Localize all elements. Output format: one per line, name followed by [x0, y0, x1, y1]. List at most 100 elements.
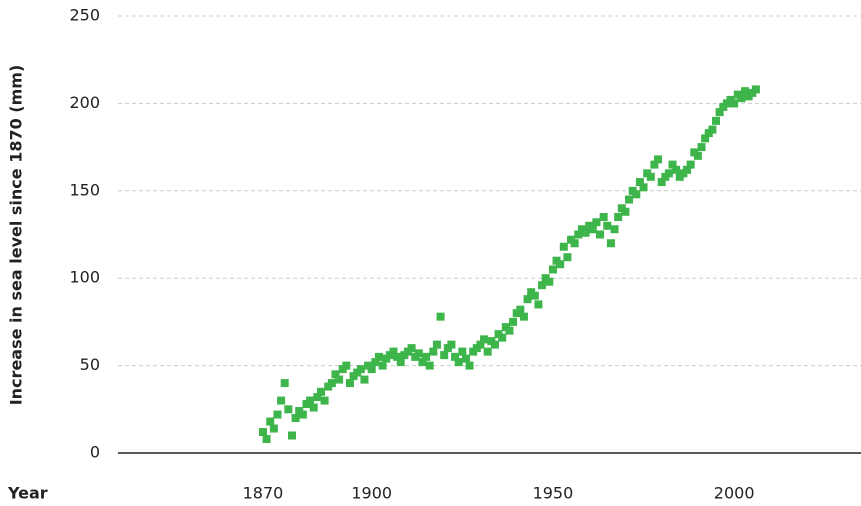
point	[534, 300, 543, 309]
point	[563, 253, 572, 262]
point	[266, 417, 275, 426]
point	[440, 351, 449, 360]
point	[697, 143, 706, 152]
point	[490, 340, 499, 349]
point	[378, 361, 387, 370]
point	[614, 213, 623, 222]
point	[538, 281, 547, 290]
point	[693, 151, 702, 160]
point	[447, 340, 456, 349]
point	[712, 116, 721, 125]
point	[635, 178, 644, 187]
point	[393, 352, 402, 361]
point	[599, 213, 608, 222]
point	[650, 160, 659, 169]
point	[581, 228, 590, 237]
x-tick-label: 1870	[243, 484, 284, 503]
point	[530, 291, 539, 300]
point	[458, 347, 467, 356]
point	[476, 340, 485, 349]
point	[751, 85, 760, 94]
point	[320, 396, 329, 405]
point	[715, 108, 724, 117]
point	[610, 225, 619, 234]
point	[592, 218, 601, 227]
x-tick-label: 1950	[533, 484, 574, 503]
point	[654, 155, 663, 164]
point	[556, 260, 565, 269]
point	[559, 242, 568, 251]
point	[269, 424, 278, 433]
point	[309, 403, 318, 412]
point	[331, 370, 340, 379]
point	[425, 361, 434, 370]
point	[708, 125, 717, 134]
y-tick-label: 250	[69, 6, 100, 25]
point	[683, 165, 692, 174]
point	[701, 134, 710, 143]
point	[574, 230, 583, 239]
point	[306, 396, 315, 405]
point	[483, 347, 492, 356]
point	[505, 326, 514, 335]
point	[389, 347, 398, 356]
point	[298, 410, 307, 419]
point	[646, 172, 655, 181]
point	[741, 87, 750, 96]
point	[418, 358, 427, 367]
point	[454, 358, 463, 367]
point	[313, 393, 322, 402]
y-tick-label: 50	[80, 355, 100, 374]
point	[480, 335, 489, 344]
point	[606, 239, 615, 248]
y-tick-label: 100	[69, 268, 100, 287]
point	[291, 414, 300, 423]
point	[596, 230, 605, 239]
point	[730, 99, 739, 108]
point	[280, 379, 289, 388]
point	[668, 160, 677, 169]
point	[429, 347, 438, 356]
point	[287, 431, 296, 440]
point	[396, 358, 405, 367]
x-tick-label: 1900	[351, 484, 392, 503]
point	[465, 361, 474, 370]
point	[498, 333, 507, 342]
point	[414, 349, 423, 358]
point	[672, 165, 681, 174]
point	[621, 207, 630, 216]
point	[523, 295, 532, 304]
y-tick-label: 150	[69, 180, 100, 199]
point	[737, 94, 746, 103]
point	[509, 317, 518, 326]
point	[284, 405, 293, 414]
point	[258, 428, 267, 437]
x-tick-label: 2000	[714, 484, 755, 503]
point	[461, 354, 470, 363]
point	[371, 358, 380, 367]
point	[277, 396, 286, 405]
x-axis-label: Year	[7, 484, 48, 503]
y-axis-label: Increase in sea level since 1870 (mm)	[7, 65, 26, 406]
point	[273, 410, 282, 419]
point	[342, 361, 351, 370]
point	[432, 340, 441, 349]
point	[625, 195, 634, 204]
point	[422, 352, 431, 361]
point	[686, 160, 695, 169]
point	[327, 379, 336, 388]
point	[451, 352, 460, 361]
point	[639, 183, 648, 192]
point	[603, 221, 612, 230]
point	[407, 344, 416, 353]
point	[545, 277, 554, 286]
point	[632, 190, 641, 199]
y-tick-label: 200	[69, 93, 100, 112]
point	[335, 375, 344, 384]
point	[664, 169, 673, 178]
point	[588, 225, 597, 234]
point	[360, 375, 369, 384]
point	[374, 352, 383, 361]
